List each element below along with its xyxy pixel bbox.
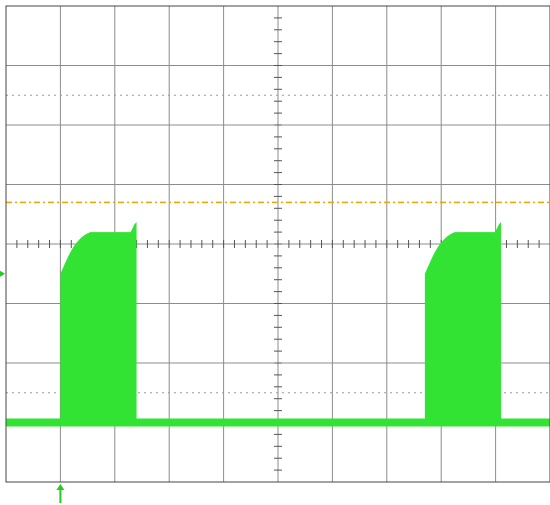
signal-trace: [6, 222, 550, 427]
ground-level-marker: [0, 270, 5, 277]
pulse-burst: [60, 222, 137, 426]
trigger-position-arrow-head: [56, 484, 65, 490]
pulse-burst: [424, 222, 502, 426]
screen-frame: [5, 5, 550, 483]
markers: [0, 270, 65, 503]
baseline-noise-band: [6, 418, 550, 427]
